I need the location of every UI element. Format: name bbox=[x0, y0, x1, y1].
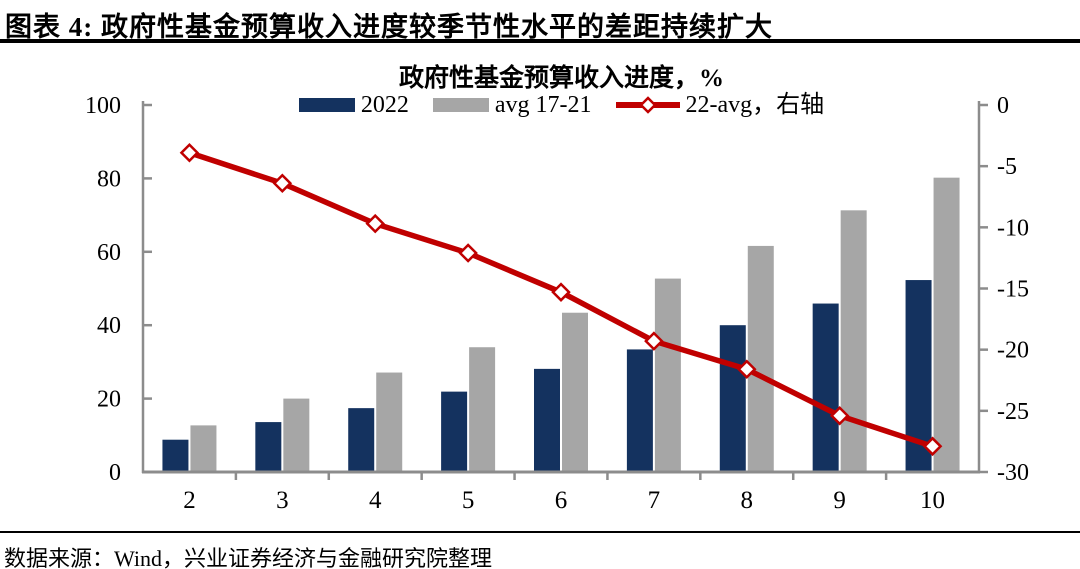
legend-line-swatch-icon bbox=[615, 96, 680, 114]
x-axis-category-label: 2 bbox=[183, 487, 196, 514]
legend-item-diff: 22-avg，右轴 bbox=[615, 92, 825, 118]
trend-marker-diamond bbox=[458, 243, 478, 263]
figure-title: 图表 4: 政府性基金预算收入进度较季节性水平的差距持续扩大 bbox=[5, 12, 773, 42]
legend-item-2022: 2022 bbox=[298, 92, 409, 118]
bar-avg-17-21 bbox=[562, 312, 588, 472]
bar-avg-17-21 bbox=[933, 177, 960, 472]
right-axis-tick-label: -5 bbox=[997, 154, 1017, 180]
bar-avg-17-21 bbox=[376, 372, 403, 472]
x-axis-category-label: 8 bbox=[741, 487, 754, 514]
bar-avg-17-21 bbox=[840, 210, 867, 472]
legend-item-avg-17-21: avg 17-21 bbox=[432, 92, 592, 118]
bar-2022 bbox=[441, 391, 468, 472]
right-axis-tick-label: -30 bbox=[997, 460, 1029, 486]
trend-marker-diamond bbox=[829, 405, 850, 426]
bar-avg-17-21 bbox=[283, 398, 310, 472]
right-axis-tick-label: -25 bbox=[997, 399, 1029, 425]
trend-marker-diamond bbox=[179, 142, 200, 163]
bar-avg-17-21 bbox=[747, 245, 774, 472]
x-axis-category-label: 5 bbox=[462, 487, 475, 514]
footer-rule bbox=[0, 531, 1080, 533]
bar-avg-17-21 bbox=[469, 347, 496, 472]
left-axis-tick-label: 20 bbox=[97, 387, 121, 413]
left-axis-tick-label: 80 bbox=[97, 166, 121, 192]
left-axis-tick-label: 100 bbox=[85, 93, 121, 119]
left-axis-tick-label: 60 bbox=[97, 240, 121, 266]
bar-2022 bbox=[719, 325, 746, 472]
x-axis-category-label: 6 bbox=[555, 487, 568, 514]
chart-legend: 2022 avg 17-21 22-avg，右轴 bbox=[143, 93, 980, 117]
header-rule bbox=[0, 39, 1080, 43]
trend-marker-diamond bbox=[551, 282, 571, 302]
legend-label: 22-avg，右轴 bbox=[685, 92, 825, 118]
x-axis-category-label: 10 bbox=[920, 487, 945, 514]
bar-2022 bbox=[626, 349, 653, 472]
legend-diamond-marker bbox=[638, 96, 657, 114]
x-axis-category-label: 7 bbox=[648, 487, 661, 514]
source-note: 数据来源：Wind，兴业证券经济与金融研究院整理 bbox=[4, 546, 492, 569]
right-axis-tick-label: -15 bbox=[997, 277, 1029, 303]
legend-bar-swatch-icon bbox=[298, 98, 355, 112]
right-axis-tick-label: 0 bbox=[997, 93, 1009, 119]
bar-avg-17-21 bbox=[190, 425, 217, 472]
bar-avg-17-21 bbox=[654, 278, 681, 472]
legend-bar-swatch-icon bbox=[432, 98, 489, 112]
legend-label: avg 17-21 bbox=[494, 92, 592, 118]
chart-title: 政府性基金预算收入进度，% bbox=[398, 65, 724, 92]
bar-2022 bbox=[255, 422, 282, 472]
bar-2022 bbox=[162, 439, 189, 472]
bar-2022 bbox=[534, 368, 560, 472]
trend-marker-diamond bbox=[644, 331, 664, 351]
bar-2022 bbox=[812, 303, 839, 472]
right-axis-tick-label: -10 bbox=[997, 215, 1029, 241]
left-axis-tick-label: 0 bbox=[109, 460, 121, 486]
trend-marker-diamond bbox=[737, 359, 757, 380]
trend-marker-diamond bbox=[272, 173, 293, 194]
trend-marker-diamond bbox=[922, 436, 943, 457]
x-axis-category-label: 3 bbox=[276, 487, 289, 514]
left-axis-tick-label: 40 bbox=[97, 313, 121, 339]
bar-2022 bbox=[348, 408, 375, 472]
chart-plot: 0 20 40 60 80 100 0 -5 -10 -15 -20 -25 -30 2 3 4 5 6 7 8 9 10 bbox=[85, 93, 1029, 514]
trend-marker-diamond bbox=[365, 213, 385, 234]
x-axis-category-label: 4 bbox=[369, 487, 382, 514]
legend-label: 2022 bbox=[360, 92, 409, 118]
x-axis-category-label: 9 bbox=[833, 487, 846, 514]
right-axis-tick-label: -20 bbox=[997, 338, 1029, 364]
